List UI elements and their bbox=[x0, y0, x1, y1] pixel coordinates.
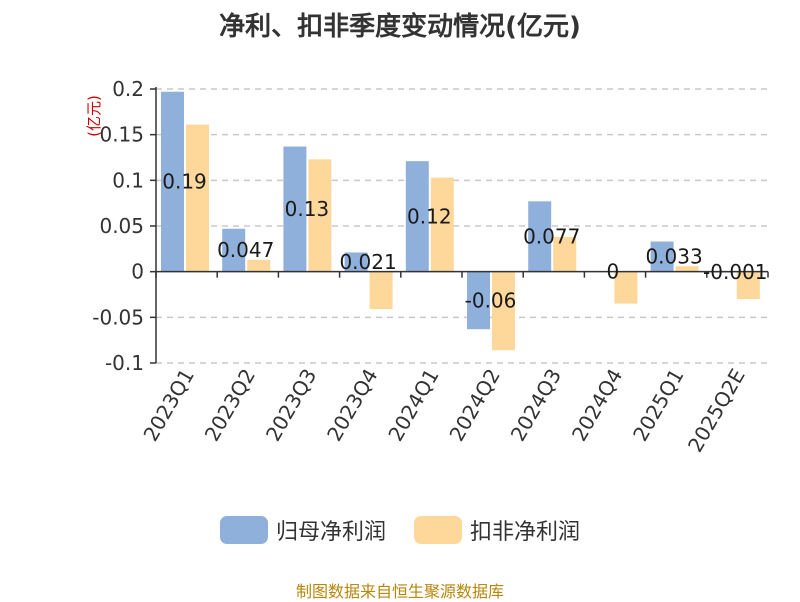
data-labels: 0.19 0.047 0.13 0.021 0.12 -0.06 0.077 0 0.033-0… bbox=[162, 170, 767, 313]
x-tick-label: 2024Q1 bbox=[383, 365, 443, 446]
bar-deducted-profit bbox=[614, 271, 638, 304]
x-tick-label: 2024Q4 bbox=[567, 365, 627, 446]
y-tick-label: 0.1 bbox=[112, 168, 144, 192]
data-label: 0 bbox=[607, 260, 620, 284]
legend-label-net-profit: 归母净利润 bbox=[275, 520, 386, 545]
bar-deducted-profit bbox=[675, 266, 699, 272]
y-axis-unit-label: (亿元) bbox=[85, 95, 103, 137]
bar-net-profit bbox=[467, 271, 490, 330]
bar-net-profit bbox=[650, 241, 674, 272]
x-tick-label: 2025Q1 bbox=[628, 365, 688, 446]
y-tick-label: 0.15 bbox=[99, 123, 144, 147]
grid-lines bbox=[156, 88, 768, 364]
x-tick-label: 2023Q4 bbox=[322, 365, 382, 446]
legend-swatch-net-profit bbox=[219, 516, 268, 544]
x-tick-label: 2023Q3 bbox=[261, 365, 321, 446]
legend-swatch-deducted-profit bbox=[414, 516, 462, 544]
legend-item-net-profit[interactable]: 归母净利润 bbox=[219, 514, 386, 546]
data-label: -0.001 bbox=[703, 260, 767, 284]
y-tick-label: -0.1 bbox=[105, 351, 144, 375]
bar-net-profit bbox=[283, 146, 307, 272]
legend-item-deducted-profit[interactable]: 扣非净利润 bbox=[414, 514, 580, 546]
legend-label-deducted-profit: 扣非净利润 bbox=[470, 520, 581, 545]
x-tick-label: 2025Q2E bbox=[683, 365, 750, 457]
x-tick-label: 2024Q2 bbox=[444, 364, 504, 445]
data-label: 0.047 bbox=[217, 238, 274, 262]
bar-deducted-profit bbox=[430, 177, 454, 272]
data-label: 0.021 bbox=[339, 250, 396, 274]
bar-deducted-profit bbox=[736, 271, 760, 300]
y-tick-label: 0 bbox=[131, 260, 144, 284]
bar-deducted-profit bbox=[247, 259, 271, 272]
bar-deducted-profit bbox=[308, 159, 332, 272]
bar-net-profit bbox=[528, 201, 552, 272]
bar-deducted-profit bbox=[369, 271, 393, 310]
x-tick-label: 2024Q3 bbox=[506, 365, 566, 446]
data-label: -0.06 bbox=[465, 288, 517, 312]
data-label: 0.077 bbox=[523, 225, 580, 249]
bar-net-profit bbox=[222, 228, 246, 272]
x-tick-label: 2023Q2 bbox=[200, 365, 260, 446]
bar-deducted-profit bbox=[186, 124, 209, 272]
bars bbox=[161, 91, 760, 351]
bar-net-profit bbox=[405, 161, 429, 272]
data-label: 0.033 bbox=[645, 245, 702, 269]
y-tick-label: -0.05 bbox=[92, 305, 144, 329]
data-label: 0.12 bbox=[407, 204, 452, 228]
x-tick-label: 2023Q1 bbox=[138, 365, 198, 446]
bar-deducted-profit bbox=[553, 236, 577, 272]
bar-net-profit bbox=[344, 252, 368, 272]
data-label: 0.19 bbox=[162, 170, 207, 194]
bar-deducted-profit bbox=[492, 271, 515, 351]
legend: 归母净利润 扣非净利润 bbox=[0, 514, 800, 546]
chart-title: 净利、扣非季度变动情况(亿元) bbox=[219, 12, 581, 42]
data-source-note: 制图数据来自恒生聚源数据库 bbox=[295, 582, 504, 601]
y-tick-label: 0.2 bbox=[112, 77, 144, 101]
bar-net-profit bbox=[161, 91, 184, 272]
data-label: 0.13 bbox=[285, 197, 330, 221]
y-tick-label: 0.05 bbox=[99, 214, 144, 238]
